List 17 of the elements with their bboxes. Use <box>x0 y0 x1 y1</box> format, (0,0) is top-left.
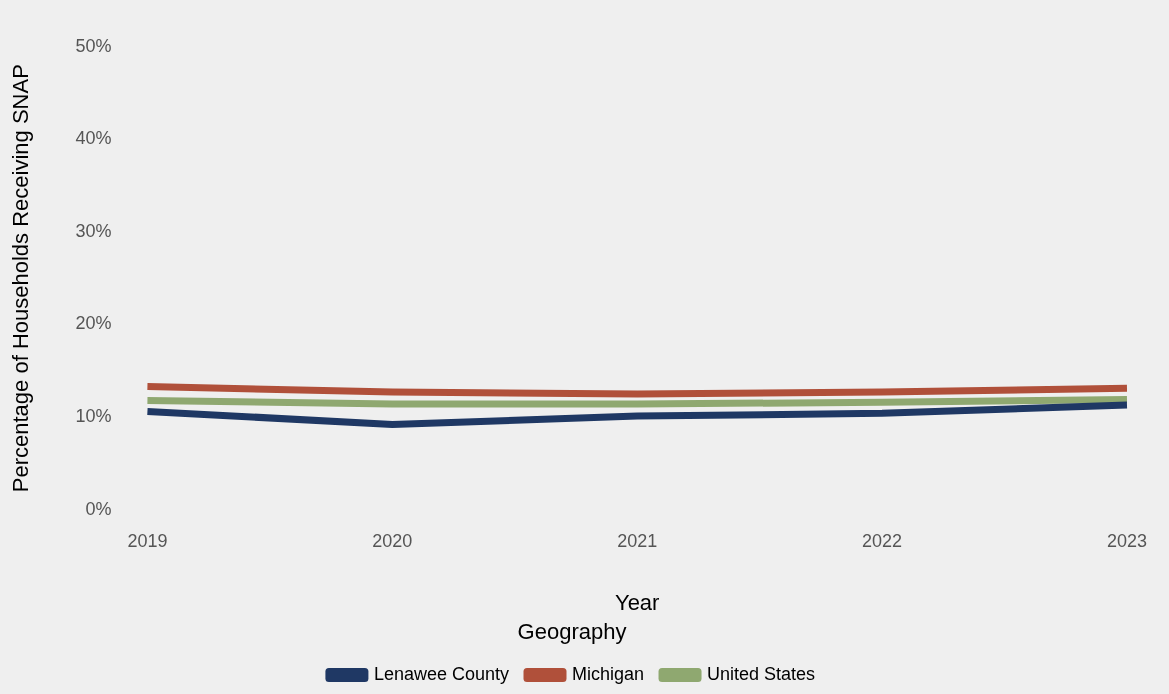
y-tick-label: 20% <box>75 313 112 334</box>
legend-label: Michigan <box>572 663 645 684</box>
x-tick-label: 2019 <box>127 531 168 552</box>
x-tick-label: 2023 <box>1106 531 1147 552</box>
x-axis-title: Year <box>614 590 660 616</box>
y-tick-label: 30% <box>75 220 112 241</box>
y-tick-label: 0% <box>85 498 112 519</box>
y-tick-label: 50% <box>75 35 112 56</box>
x-tick-label: 2020 <box>372 531 413 552</box>
x-tick-label: 2022 <box>862 531 903 552</box>
y-axis-title: Percentage of Households Receiving SNAP <box>8 64 34 493</box>
legend-label: United States <box>707 663 816 684</box>
legend-title: Geography <box>517 618 627 644</box>
x-tick-label: 2021 <box>617 531 658 552</box>
y-tick-label: 40% <box>75 128 112 149</box>
legend-label: Lenawee County <box>373 663 510 684</box>
y-tick-label: 10% <box>75 406 112 427</box>
